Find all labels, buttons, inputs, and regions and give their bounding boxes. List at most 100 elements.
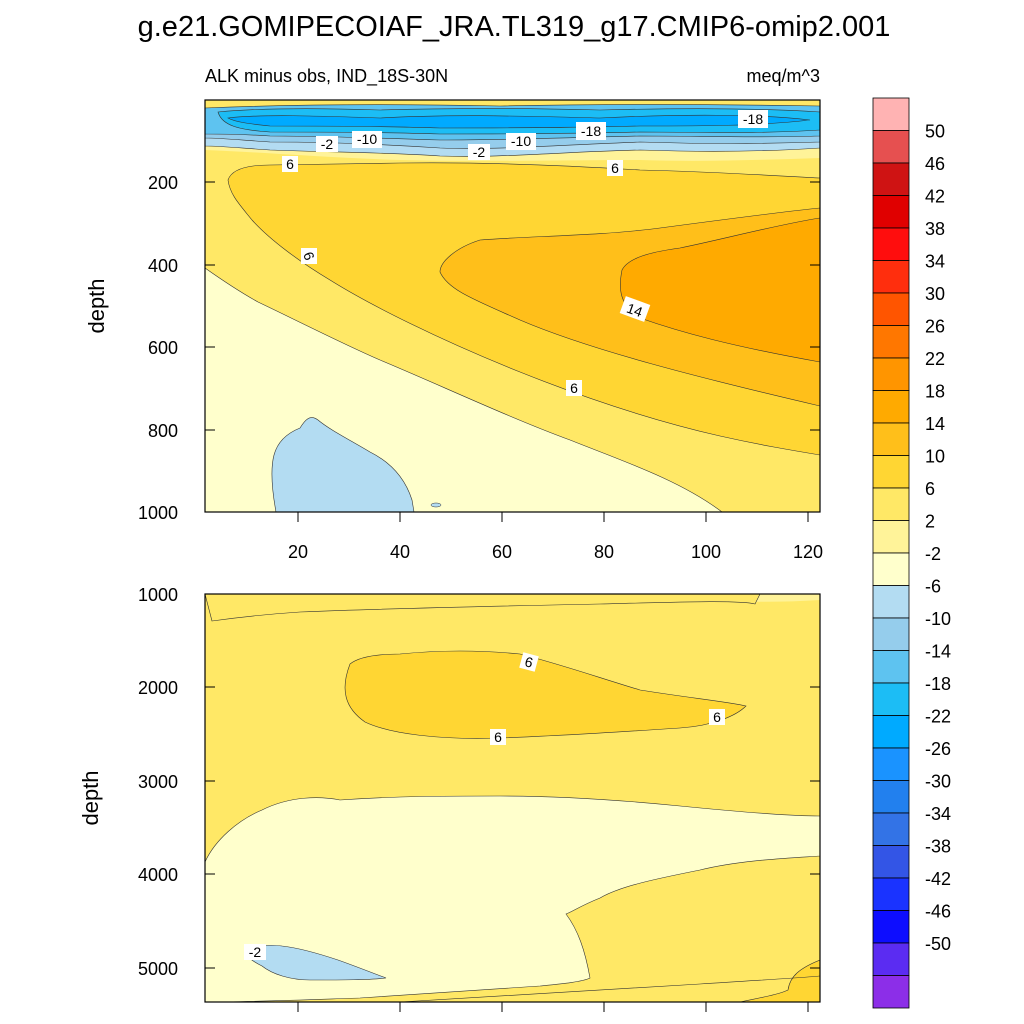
contour-label: 6 bbox=[611, 160, 619, 176]
x-tick-label: 120 bbox=[793, 542, 823, 562]
colorbar-swatch bbox=[872, 325, 910, 359]
upper-fill-blue-blob bbox=[271, 417, 415, 512]
colorbar-label: -38 bbox=[925, 837, 951, 857]
colorbar-swatch bbox=[872, 520, 910, 554]
colorbar-swatch bbox=[872, 650, 910, 684]
lower-contour-labels: 6 6 6 -2 bbox=[244, 652, 725, 960]
colorbar-label: 10 bbox=[925, 447, 945, 467]
colorbar: 50 46 42 38 34 30 26 22 18 14 10 6 2 -2 -6 -10 -14 -18 -22… bbox=[872, 97, 951, 1009]
colorbar-swatch bbox=[872, 812, 910, 846]
colorbar-swatch bbox=[872, 585, 910, 619]
colorbar-label: 34 bbox=[925, 252, 945, 272]
colorbar-swatch bbox=[872, 617, 910, 651]
lower-y-ticks: 1000 2000 3000 4000 5000 bbox=[138, 585, 820, 979]
upper-y-axis-label: depth bbox=[84, 278, 109, 333]
colorbar-label: -10 bbox=[925, 609, 951, 629]
colorbar-label: 26 bbox=[925, 317, 945, 337]
colorbar-label: -26 bbox=[925, 739, 951, 759]
contour-label: -10 bbox=[511, 133, 531, 149]
lower-fill-top-band bbox=[205, 594, 761, 622]
colorbar-swatch bbox=[872, 845, 910, 879]
contour-label: 6 bbox=[713, 709, 721, 725]
colorbar-swatch bbox=[872, 130, 910, 164]
upper-fill-blue-dot bbox=[430, 502, 442, 508]
y-tick-label: 2000 bbox=[138, 678, 178, 698]
lower-contour-field bbox=[205, 594, 820, 1002]
colorbar-label: 18 bbox=[925, 382, 945, 402]
x-tick-label: 40 bbox=[390, 542, 410, 562]
colorbar-label: -46 bbox=[925, 902, 951, 922]
y-tick-label: 4000 bbox=[138, 865, 178, 885]
colorbar-swatch bbox=[872, 292, 910, 326]
y-tick-label: 400 bbox=[148, 256, 178, 276]
colorbar-swatch bbox=[872, 487, 910, 521]
colorbar-label: -30 bbox=[925, 772, 951, 792]
contour-label: 6 bbox=[286, 156, 294, 172]
y-tick-label: 1000 bbox=[138, 585, 178, 605]
x-tick-label: 20 bbox=[288, 542, 308, 562]
contour-label: -10 bbox=[357, 131, 377, 147]
upper-x-ticks: 20 40 60 80 100 120 bbox=[288, 512, 823, 562]
colorbar-label: 22 bbox=[925, 349, 945, 369]
contour-label: -18 bbox=[581, 123, 601, 139]
panel-subtitle-right: meq/m^3 bbox=[747, 66, 820, 86]
contour-label: -18 bbox=[743, 111, 763, 127]
y-tick-label: 5000 bbox=[138, 959, 178, 979]
upper-fill-14-18 bbox=[620, 217, 820, 363]
x-tick-label: 100 bbox=[691, 542, 721, 562]
lower-contour-line bbox=[399, 975, 820, 1002]
colorbar-swatch bbox=[872, 877, 910, 911]
colorbar-swatch bbox=[872, 780, 910, 814]
contour-label: -2 bbox=[473, 144, 486, 160]
contour-label: 6 bbox=[523, 653, 535, 671]
colorbar-swatch bbox=[872, 227, 910, 261]
colorbar-swatch bbox=[872, 747, 910, 781]
colorbar-label: 30 bbox=[925, 284, 945, 304]
lower-plot-frame bbox=[204, 593, 821, 1003]
contour-label: -2 bbox=[249, 944, 262, 960]
lower-fill-corner bbox=[739, 959, 820, 1002]
colorbar-label: -14 bbox=[925, 642, 951, 662]
lower-fill-6-10 bbox=[344, 650, 747, 739]
x-tick-label: 80 bbox=[594, 542, 614, 562]
colorbar-label: 42 bbox=[925, 187, 945, 207]
upper-fill-surface-top bbox=[205, 100, 820, 109]
colorbar-label: -6 bbox=[925, 577, 941, 597]
contour-label: 6 bbox=[570, 380, 578, 396]
colorbar-swatch bbox=[872, 357, 910, 391]
upper-contour-labels: -18 -18 -2 -10 -2 -10 6 6 6 14 6 bbox=[282, 110, 768, 396]
colorbar-label: -2 bbox=[925, 544, 941, 564]
colorbar-label: -18 bbox=[925, 674, 951, 694]
colorbar-label: 50 bbox=[925, 122, 945, 142]
colorbar-label: 14 bbox=[925, 414, 945, 434]
lower-fill-blue-blob bbox=[245, 944, 387, 981]
colorbar-label: 6 bbox=[925, 479, 935, 499]
colorbar-swatch bbox=[872, 390, 910, 424]
colorbar-label: -42 bbox=[925, 869, 951, 889]
panel-subtitle-left: ALK minus obs, IND_18S-30N bbox=[205, 66, 448, 87]
lower-y-axis-label: depth bbox=[78, 770, 103, 825]
colorbar-swatch bbox=[872, 260, 910, 294]
colorbar-label: -22 bbox=[925, 707, 951, 727]
colorbar-swatch bbox=[872, 552, 910, 586]
x-tick-label: 60 bbox=[492, 542, 512, 562]
contour-label: 14 bbox=[625, 300, 645, 320]
colorbar-swatch bbox=[872, 162, 910, 196]
colorbar-label: -34 bbox=[925, 804, 951, 824]
colorbar-label: 38 bbox=[925, 219, 945, 239]
colorbar-swatch bbox=[872, 455, 910, 489]
colorbar-label: 2 bbox=[925, 512, 935, 532]
colorbar-swatch bbox=[872, 910, 910, 944]
y-tick-label: 200 bbox=[148, 173, 178, 193]
colorbar-swatch bbox=[872, 942, 910, 976]
y-tick-label: 800 bbox=[148, 421, 178, 441]
colorbar-swatch bbox=[872, 682, 910, 716]
y-tick-label: 1000 bbox=[138, 503, 178, 523]
upper-y-ticks: 200 400 600 800 1000 bbox=[138, 173, 820, 523]
colorbar-swatch bbox=[872, 422, 910, 456]
upper-plot-frame bbox=[204, 99, 821, 513]
lower-x-ticks bbox=[297, 1002, 809, 1012]
colorbar-swatch bbox=[872, 97, 910, 131]
